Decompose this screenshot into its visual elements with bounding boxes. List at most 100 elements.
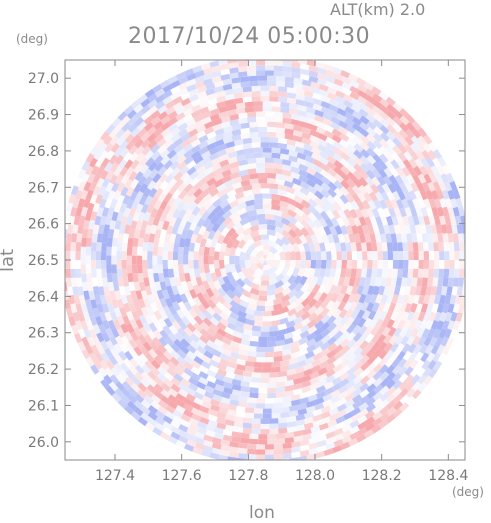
heatmap-cell (153, 329, 163, 340)
heatmap-cell (326, 315, 337, 326)
heatmap-cell (130, 178, 139, 189)
heatmap-cell (190, 144, 201, 154)
heatmap-cell (299, 181, 310, 190)
heatmap-cell (260, 275, 270, 281)
heatmap-cell (209, 323, 220, 333)
heatmap-cell (406, 198, 415, 209)
heatmap-cell (346, 260, 353, 269)
heatmap-cell (372, 112, 383, 123)
heatmap-cell (178, 87, 189, 96)
heatmap-cell (420, 303, 429, 314)
heatmap-cell (256, 403, 265, 409)
heatmap-cell (318, 292, 328, 303)
heatmap-cell (360, 268, 368, 278)
heatmap-cell (408, 319, 417, 330)
heatmap-cell (403, 251, 409, 260)
heatmap-cell (336, 292, 345, 303)
heatmap-cell (212, 312, 223, 322)
heatmap-cell (125, 369, 135, 380)
heatmap-cell (252, 234, 262, 243)
heatmap-cell (369, 233, 377, 243)
heatmap-cell (249, 335, 259, 342)
heatmap-cell (410, 302, 418, 313)
heatmap-cell (382, 302, 391, 313)
heatmap-cell (143, 395, 154, 405)
heatmap-cell (260, 90, 270, 97)
heatmap-cell (92, 324, 101, 335)
heatmap-cell (245, 194, 255, 202)
heatmap-cell (176, 349, 187, 359)
heatmap-cell (172, 409, 183, 419)
heatmap-cell (347, 359, 358, 369)
heatmap-cell (193, 349, 204, 359)
heatmap-cell (198, 264, 205, 274)
heatmap-cell (199, 411, 210, 420)
heatmap-cell (176, 154, 187, 165)
heatmap-cell (256, 111, 265, 117)
heatmap-cell (96, 207, 104, 217)
heatmap-cell (260, 377, 270, 383)
heatmap-cell (136, 255, 143, 265)
heatmap-cell (148, 161, 158, 172)
heatmap-cell (90, 165, 100, 176)
heatmap-cell (190, 360, 201, 370)
heatmap-cell (150, 366, 161, 377)
heatmap-cell (386, 242, 393, 252)
heatmap-cell (358, 293, 367, 304)
heatmap-cell (99, 215, 107, 226)
heatmap-cell (147, 329, 157, 340)
heatmap-cell (323, 448, 334, 456)
heatmap-cell (236, 201, 247, 210)
heatmap-cell (131, 246, 138, 256)
heatmap-cell (398, 136, 409, 147)
heatmap-cell (95, 251, 102, 260)
heatmap-cell (290, 346, 301, 354)
heatmap-cell (202, 280, 211, 290)
heatmap-cell (433, 251, 440, 260)
heatmap-cell (182, 308, 192, 319)
heatmap-cell (381, 242, 388, 252)
heatmap-cell (450, 198, 458, 209)
heatmap-cell (445, 337, 455, 348)
heatmap-cell (275, 75, 286, 82)
heatmap-cell (269, 330, 279, 337)
heatmap-cell (244, 251, 252, 260)
heatmap-cell (249, 433, 259, 440)
heatmap-cell (137, 416, 148, 427)
heatmap-cell (299, 73, 310, 81)
heatmap-cell (320, 210, 330, 221)
heatmap-cell (452, 206, 460, 217)
heatmap-cell (351, 193, 361, 204)
heatmap-cell (171, 320, 181, 331)
heatmap-cell (279, 317, 289, 325)
heatmap-cell (260, 188, 270, 194)
heatmap-cell (167, 122, 179, 132)
heatmap-cell (358, 408, 369, 418)
heatmap-cell (455, 197, 463, 208)
heatmap-cell (207, 98, 218, 106)
heatmap-cell (393, 207, 402, 218)
heatmap-cell (109, 335, 118, 346)
heatmap-cell (183, 246, 190, 256)
heatmap-cell (297, 267, 305, 278)
heatmap-cell (231, 271, 241, 282)
heatmap-cell (463, 233, 465, 243)
heatmap-cell (221, 169, 232, 178)
heatmap-cell (111, 392, 122, 403)
heatmap-cell (244, 106, 255, 113)
heatmap-cell (165, 404, 176, 414)
heatmap-cell (211, 442, 222, 450)
heatmap-cell (103, 286, 110, 296)
heatmap-cell (235, 284, 245, 294)
heatmap-cell (238, 169, 248, 177)
heatmap-cell (291, 72, 301, 79)
heatmap-cell (209, 187, 220, 197)
heatmap-cell (349, 85, 360, 95)
heatmap-cell (101, 177, 111, 188)
heatmap-cell (196, 199, 207, 210)
heatmap-cell (111, 182, 120, 193)
heatmap-cell (134, 116, 145, 127)
heatmap-cell (300, 227, 310, 237)
heatmap-cell (423, 134, 433, 145)
heatmap-cell (320, 196, 331, 206)
